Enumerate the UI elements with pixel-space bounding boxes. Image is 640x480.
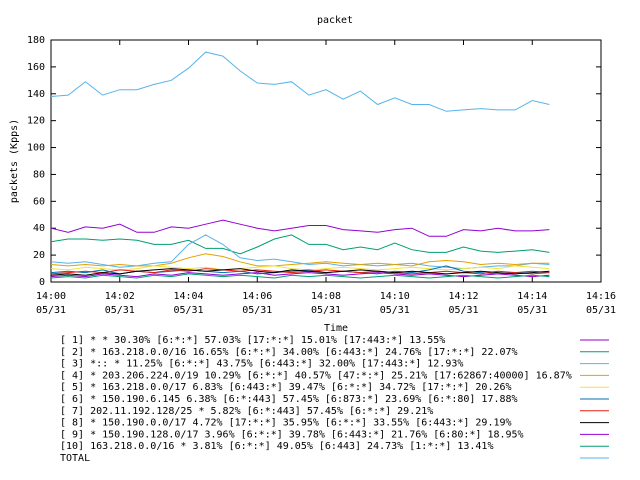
legend-label: [ 7] 202.11.192.128/25 * 5.82% [6:*:443]… bbox=[60, 406, 433, 417]
y-tick-label: 100 bbox=[27, 143, 45, 154]
legend-label: [ 1] * * 30.30% [6:*:*] 57.03% [17:*:*] … bbox=[60, 335, 445, 346]
x-tick-label: 14:04 bbox=[173, 291, 203, 302]
y-tick-label: 40 bbox=[33, 223, 45, 234]
y-tick-label: 140 bbox=[27, 89, 45, 100]
chart-title: packet bbox=[317, 15, 353, 26]
legend-label: [ 6] * 150.190.6.145 6.38% [6:*:443] 57.… bbox=[60, 394, 518, 405]
y-tick-label: 60 bbox=[33, 196, 45, 207]
x-axis-label: Time bbox=[324, 323, 348, 334]
y-tick-label: 0 bbox=[39, 277, 45, 288]
legend-label: TOTAL bbox=[60, 453, 90, 464]
series-line bbox=[50, 272, 550, 278]
legend-label: [10] 163.218.0.0/16 * 3.81% [6:*:*] 49.0… bbox=[60, 441, 493, 452]
legend-label: [ 3] *:: * 11.25% [6:*:*] 43.75% [6:443:… bbox=[60, 359, 463, 370]
x-tick-label: 14:02 bbox=[105, 291, 135, 302]
x-tick-date: 05/31 bbox=[448, 305, 478, 316]
series-line bbox=[50, 265, 550, 271]
x-tick-date: 05/31 bbox=[105, 305, 135, 316]
x-tick-label: 14:06 bbox=[242, 291, 272, 302]
y-tick-label: 180 bbox=[27, 35, 45, 46]
x-tick-date: 05/31 bbox=[311, 305, 341, 316]
y-axis-label: packets (Kpps) bbox=[9, 119, 20, 203]
x-tick-label: 14:08 bbox=[311, 291, 341, 302]
x-tick-date: 05/31 bbox=[586, 305, 616, 316]
x-tick-label: 14:16 bbox=[586, 291, 616, 302]
y-tick-label: 80 bbox=[33, 169, 45, 180]
legend-label: [ 8] * 150.190.0.0/17 4.72% [17:*:*] 35.… bbox=[60, 418, 512, 429]
x-tick-date: 05/31 bbox=[173, 305, 203, 316]
x-tick-date: 05/31 bbox=[242, 305, 272, 316]
plot-border bbox=[50, 39, 602, 283]
legend-label: [ 9] * 150.190.128.0/17 3.96% [6:*:*] 39… bbox=[60, 429, 524, 440]
legend-label: [ 4] * 203.206.224.0/19 10.29% [6:*:*] 4… bbox=[60, 370, 572, 381]
series-line bbox=[50, 234, 550, 255]
x-tick-date: 05/31 bbox=[517, 305, 547, 316]
x-tick-label: 14:12 bbox=[448, 291, 478, 302]
x-tick-date: 05/31 bbox=[380, 305, 410, 316]
x-tick-date: 05/31 bbox=[36, 305, 66, 316]
legend-label: [ 5] * 163.218.0.0/17 6.83% [6:443:*] 39… bbox=[60, 382, 512, 393]
y-tick-label: 20 bbox=[33, 250, 45, 261]
y-tick-label: 160 bbox=[27, 62, 45, 73]
series-line bbox=[50, 273, 550, 279]
y-tick-label: 120 bbox=[27, 116, 45, 127]
series-line bbox=[50, 253, 550, 267]
legend-label: [ 2] * 163.218.0.0/16 16.65% [6:*:*] 34.… bbox=[60, 347, 518, 358]
series-line bbox=[50, 51, 550, 112]
series-line bbox=[50, 268, 550, 276]
x-tick-label: 14:14 bbox=[517, 291, 547, 302]
x-tick-label: 14:00 bbox=[36, 291, 66, 302]
series-line bbox=[50, 219, 550, 237]
x-tick-label: 14:10 bbox=[380, 291, 410, 302]
